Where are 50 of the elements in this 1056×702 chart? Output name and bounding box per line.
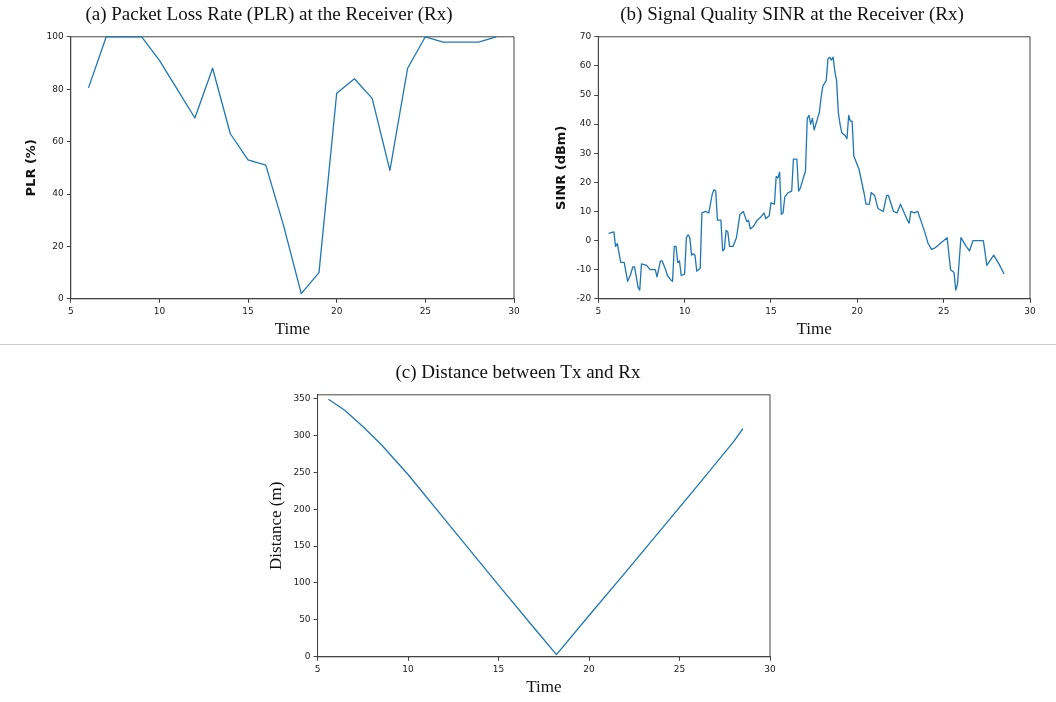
y-tick-label: 100: [293, 577, 311, 588]
y-tick-label: 150: [293, 540, 311, 551]
y-tick-label: 350: [293, 392, 311, 403]
x-tick-label: 5: [67, 305, 74, 316]
y-tick-label: 60: [579, 60, 592, 71]
chart-title: (c) Distance between Tx and Rx: [395, 361, 641, 384]
x-tick-label: 10: [153, 305, 166, 316]
y-tick-label: -10: [576, 264, 592, 275]
x-tick-label: 25: [673, 663, 686, 674]
x-axis-title: Time: [796, 319, 832, 339]
x-tick-label: 30: [764, 663, 776, 674]
y-axis-title: SINR (dBm): [553, 125, 569, 210]
y-tick-label: 250: [293, 466, 311, 477]
y-tick-label: 0: [58, 293, 65, 304]
y-tick-label: 40: [579, 118, 592, 129]
y-tick-label: 80: [52, 83, 65, 94]
x-tick-label: 20: [330, 305, 343, 316]
x-axis-title: Time: [526, 677, 562, 697]
x-tick-label: 15: [765, 305, 777, 316]
x-tick-label: 15: [242, 305, 254, 316]
y-tick-label: 70: [579, 31, 592, 42]
y-tick-label: 20: [579, 176, 592, 187]
y-tick-label: 40: [52, 188, 65, 199]
y-tick-label: 60: [52, 135, 65, 146]
y-tick-label: 30: [579, 147, 592, 158]
y-tick-label: 300: [293, 429, 311, 440]
x-tick-label: 15: [492, 663, 505, 674]
x-tick-label: 5: [314, 663, 321, 674]
y-tick-label: 0: [585, 234, 592, 245]
x-tick-label: 30: [1024, 305, 1036, 316]
y-tick-label: 50: [579, 89, 592, 100]
y-tick-label: 10: [579, 205, 592, 216]
chart-title: (b) Signal Quality SINR at the Receiver (Rx): [620, 3, 964, 26]
x-tick-label: 10: [402, 663, 415, 674]
y-tick-label: 20: [52, 240, 65, 251]
x-tick-label: 10: [678, 305, 691, 316]
x-tick-label: 25: [937, 305, 950, 316]
y-tick-label: -20: [576, 293, 592, 304]
x-tick-label: 25: [419, 305, 432, 316]
x-tick-label: 5: [595, 305, 602, 316]
x-tick-label: 20: [851, 305, 864, 316]
y-tick-label: 0: [304, 651, 311, 662]
x-tick-label: 30: [508, 305, 520, 316]
x-axis-title: Time: [274, 319, 311, 339]
y-tick-label: 50: [299, 614, 311, 625]
y-axis-title: PLR (%): [23, 139, 39, 197]
y-axis-title: Distance (m): [265, 481, 285, 570]
y-tick-label: 100: [46, 31, 65, 42]
y-tick-label: 200: [293, 503, 311, 514]
chart-title: (a) Packet Loss Rate (PLR) at the Receiver (Rx): [85, 3, 453, 26]
